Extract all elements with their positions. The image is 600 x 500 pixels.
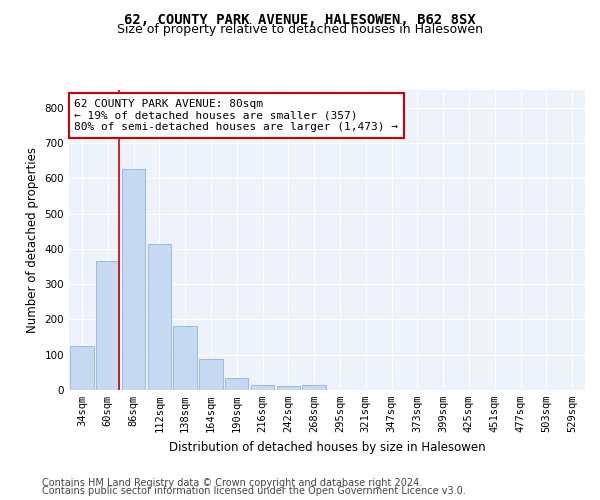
Text: Contains public sector information licensed under the Open Government Licence v3: Contains public sector information licen… xyxy=(42,486,466,496)
X-axis label: Distribution of detached houses by size in Halesowen: Distribution of detached houses by size … xyxy=(169,440,485,454)
Bar xyxy=(225,378,248,390)
Bar xyxy=(70,346,94,390)
Bar xyxy=(148,244,171,390)
Bar xyxy=(122,170,145,390)
Y-axis label: Number of detached properties: Number of detached properties xyxy=(26,147,39,333)
Text: Size of property relative to detached houses in Halesowen: Size of property relative to detached ho… xyxy=(117,22,483,36)
Bar xyxy=(199,359,223,390)
Bar xyxy=(96,261,119,390)
Bar xyxy=(302,386,326,390)
Text: Contains HM Land Registry data © Crown copyright and database right 2024.: Contains HM Land Registry data © Crown c… xyxy=(42,478,422,488)
Bar xyxy=(173,326,197,390)
Bar xyxy=(251,386,274,390)
Text: 62 COUNTY PARK AVENUE: 80sqm
← 19% of detached houses are smaller (357)
80% of s: 62 COUNTY PARK AVENUE: 80sqm ← 19% of de… xyxy=(74,99,398,132)
Text: 62, COUNTY PARK AVENUE, HALESOWEN, B62 8SX: 62, COUNTY PARK AVENUE, HALESOWEN, B62 8… xyxy=(124,12,476,26)
Bar xyxy=(277,386,300,390)
